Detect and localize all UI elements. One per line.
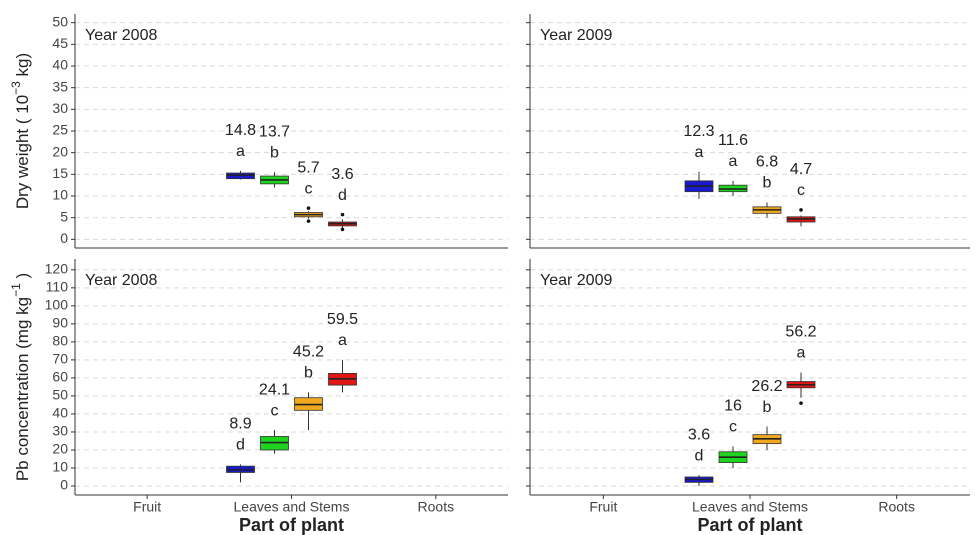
panel-title: Year 2008 (85, 27, 157, 44)
y-tick-label: 120 (45, 261, 69, 277)
y-axis-label: Pb concentration (mg kg−1 ) (9, 273, 32, 481)
outlier (306, 206, 311, 210)
letter-label: c (729, 419, 737, 436)
letter-label: a (236, 143, 245, 160)
value-label: 14.8 (225, 122, 256, 139)
x-axis-label: Part of plant (697, 515, 802, 535)
y-tick-label: 100 (45, 297, 69, 313)
value-label: 59.5 (327, 311, 358, 328)
letter-label: b (270, 144, 279, 161)
outlier (340, 212, 345, 217)
y-tick-label: 10 (52, 459, 68, 475)
value-label: 45.2 (293, 344, 324, 361)
letter-label: c (797, 182, 805, 199)
y-tick-label: 70 (52, 351, 68, 367)
y-tick-label: 30 (52, 423, 68, 439)
outlier (306, 219, 311, 223)
x-tick-label: Leaves and Stems (692, 499, 808, 515)
value-label: 11.6 (718, 132, 748, 149)
letter-label: b (763, 399, 772, 416)
y-axis-label: Dry weight ( 10−3 kg) (9, 53, 32, 209)
y-tick-label: 5 (60, 208, 68, 224)
outlier (799, 208, 803, 212)
outlier (340, 227, 345, 232)
y-axis-label-part: Pb concentration (mg kg (13, 297, 32, 481)
y-tick-label: 0 (60, 477, 68, 493)
value-label: 13.7 (259, 123, 290, 140)
y-tick-label: 90 (52, 315, 68, 331)
y-tick-label: 40 (52, 405, 68, 421)
y-axis-label-part: −3 (9, 81, 23, 95)
x-tick-label: Roots (878, 499, 915, 515)
y-tick-label: 60 (52, 369, 68, 385)
y-tick-label: 15 (52, 165, 68, 181)
outlier (799, 401, 803, 405)
value-label: 12.3 (683, 123, 714, 140)
y-axis-label-part: Dry weight ( 10 (13, 95, 32, 209)
value-label: 3.6 (331, 166, 353, 183)
letter-label: a (695, 144, 704, 161)
value-label: 8.9 (229, 416, 251, 433)
x-tick-label: Leaves and Stems (234, 499, 350, 515)
value-label: 16 (724, 398, 742, 415)
letter-label: a (729, 153, 738, 170)
y-tick-label: 50 (52, 13, 68, 29)
x-tick-label: Fruit (589, 499, 617, 515)
y-axis-label-part: −1 (9, 283, 23, 297)
x-tick-label: Roots (418, 499, 455, 515)
y-tick-label: 0 (60, 230, 68, 246)
letter-label: b (763, 175, 772, 192)
letter-label: b (304, 365, 313, 382)
y-tick-label: 20 (52, 143, 68, 159)
y-tick-label: 35 (52, 78, 68, 94)
y-tick-label: 45 (52, 35, 68, 51)
y-axis-label-part: ) (13, 273, 32, 283)
value-label: 24.1 (259, 381, 290, 398)
y-tick-label: 25 (52, 122, 68, 138)
letter-label: d (695, 447, 704, 464)
letter-label: c (271, 402, 279, 419)
value-label: 5.7 (297, 159, 319, 176)
letter-label: d (236, 437, 245, 454)
y-axis-label-part: kg) (13, 53, 32, 81)
y-tick-label: 110 (46, 279, 69, 295)
value-label: 56.2 (785, 324, 816, 341)
value-label: 4.7 (790, 161, 812, 178)
letter-label: a (338, 332, 347, 349)
y-tick-label: 10 (52, 187, 68, 203)
y-tick-label: 50 (52, 387, 68, 403)
panel-title: Year 2008 (85, 272, 157, 289)
y-tick-label: 40 (52, 57, 68, 73)
y-tick-label: 80 (52, 333, 68, 349)
y-tick-label: 30 (52, 100, 68, 116)
panel-title: Year 2009 (540, 27, 612, 44)
value-label: 6.8 (756, 154, 778, 171)
x-tick-label: Fruit (133, 499, 161, 515)
letter-label: d (338, 187, 347, 204)
panel-title: Year 2009 (540, 272, 612, 289)
x-axis-label: Part of plant (239, 515, 344, 535)
value-label: 26.2 (751, 378, 782, 395)
value-label: 3.6 (688, 426, 710, 443)
y-tick-label: 20 (52, 441, 68, 457)
letter-label: c (305, 180, 313, 197)
letter-label: a (797, 345, 806, 362)
